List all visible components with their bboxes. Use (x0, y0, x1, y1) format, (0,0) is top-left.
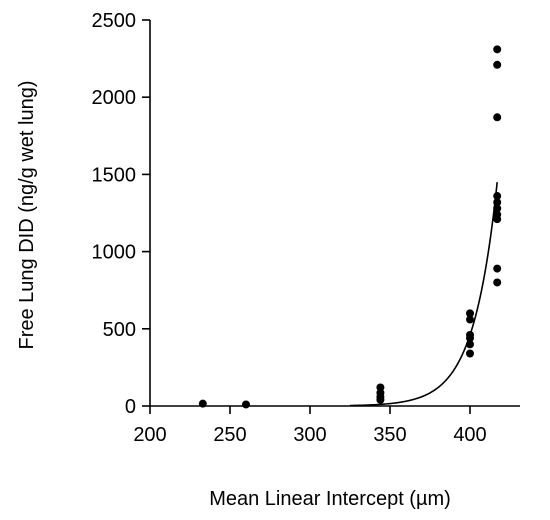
data-point (466, 349, 474, 358)
data-point (493, 204, 502, 213)
data-point (198, 399, 207, 408)
data-point (493, 278, 502, 287)
y-tick-label: 0 (125, 396, 136, 418)
y-tick-label: 2500 (92, 10, 137, 32)
data-point (376, 395, 385, 404)
x-tick-label: 200 (133, 424, 166, 446)
x-axis-title: Mean Linear Intercept (µm) (209, 488, 451, 510)
data-points (198, 45, 502, 409)
x-tick-label: 300 (293, 424, 326, 446)
data-point (493, 60, 502, 69)
x-tick-label: 350 (373, 424, 406, 446)
y-tick-label: 1000 (92, 242, 137, 264)
y-ticks: 0 500 1000 1500 2000 2500 (92, 10, 150, 418)
data-point (493, 113, 502, 122)
data-point (466, 315, 474, 324)
data-point (493, 198, 502, 207)
fit-curve (349, 182, 498, 407)
y-tick-label: 500 (103, 319, 136, 341)
axes (149, 20, 520, 407)
data-point (493, 192, 502, 201)
data-point (493, 45, 502, 54)
x-ticks: 200 250 300 350 400 (133, 406, 487, 446)
y-axis-title: Free Lung DID (ng/g wet lung) (16, 80, 38, 349)
data-point (466, 340, 474, 349)
data-point (493, 264, 502, 273)
data-point (466, 309, 474, 318)
data-point (242, 400, 250, 409)
y-tick-label: 1500 (92, 164, 137, 186)
x-tick-label: 400 (453, 424, 486, 446)
data-point (493, 215, 502, 224)
data-point (466, 334, 474, 343)
y-tick-label: 2000 (92, 87, 137, 109)
x-tick-label: 250 (213, 424, 246, 446)
